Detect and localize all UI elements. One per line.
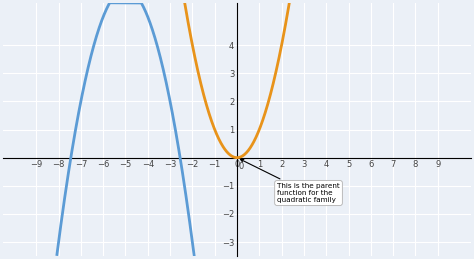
Text: 0: 0	[239, 162, 244, 171]
Text: This function has
been reflected over
the x-axis, translated
left 5 units, and
t: This function has been reflected over th…	[0, 258, 1, 259]
Text: This is the parent
function for the
quadratic family: This is the parent function for the quad…	[241, 160, 340, 203]
